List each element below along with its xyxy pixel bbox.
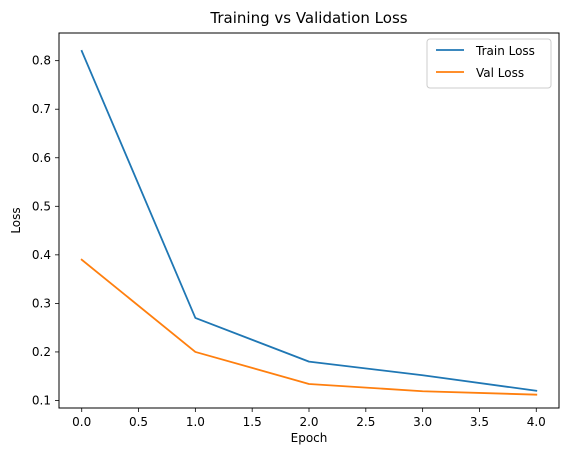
- x-tick-label: 3.5: [470, 415, 489, 429]
- legend: Train Loss Val Loss: [426, 38, 552, 89]
- y-tick-label: 0.2: [32, 345, 51, 359]
- y-tick-label: 0.3: [32, 296, 51, 310]
- x-tick-label: 1.5: [243, 415, 262, 429]
- chart-title: Training vs Validation Loss: [209, 9, 407, 27]
- x-axis-label: Epoch: [291, 431, 328, 445]
- series-line-train-loss: [80, 49, 538, 392]
- y-tick-label: 0.4: [32, 248, 51, 262]
- x-tick-label: 3.0: [413, 415, 432, 429]
- series-line-val-loss: [80, 258, 538, 396]
- plot-frame: [58, 32, 560, 409]
- legend-label-val-loss: Val Loss: [476, 66, 524, 80]
- x-tick-label: 1.0: [186, 415, 205, 429]
- y-tick-label: 0.1: [32, 393, 51, 407]
- x-tick-label: 2.5: [356, 415, 375, 429]
- plot-area: 0.0 0.5 1.0 1.5 2.0 2.5 3.0 3.5 4.0 0.1 0.2 0.3 0.4…: [32, 32, 560, 429]
- x-tick-label: 4.0: [527, 415, 546, 429]
- y-tick-label: 0.8: [32, 54, 51, 68]
- y-tick-label: 0.7: [32, 102, 51, 116]
- x-tick-label: 2.0: [299, 415, 318, 429]
- y-tick-label: 0.5: [32, 199, 51, 213]
- x-tick-label: 0.0: [72, 415, 91, 429]
- y-axis: 0.1 0.2 0.3 0.4 0.5 0.6 0.7 0.8: [32, 54, 59, 407]
- y-axis-label: Loss: [9, 207, 23, 233]
- x-axis: 0.0 0.5 1.0 1.5 2.0 2.5 3.0 3.5 4.0: [72, 408, 546, 429]
- y-tick-label: 0.6: [32, 151, 51, 165]
- legend-label-train-loss: Train Loss: [475, 44, 535, 58]
- series-layer: [80, 49, 538, 396]
- legend-box: [426, 38, 552, 89]
- x-tick-label: 0.5: [129, 415, 148, 429]
